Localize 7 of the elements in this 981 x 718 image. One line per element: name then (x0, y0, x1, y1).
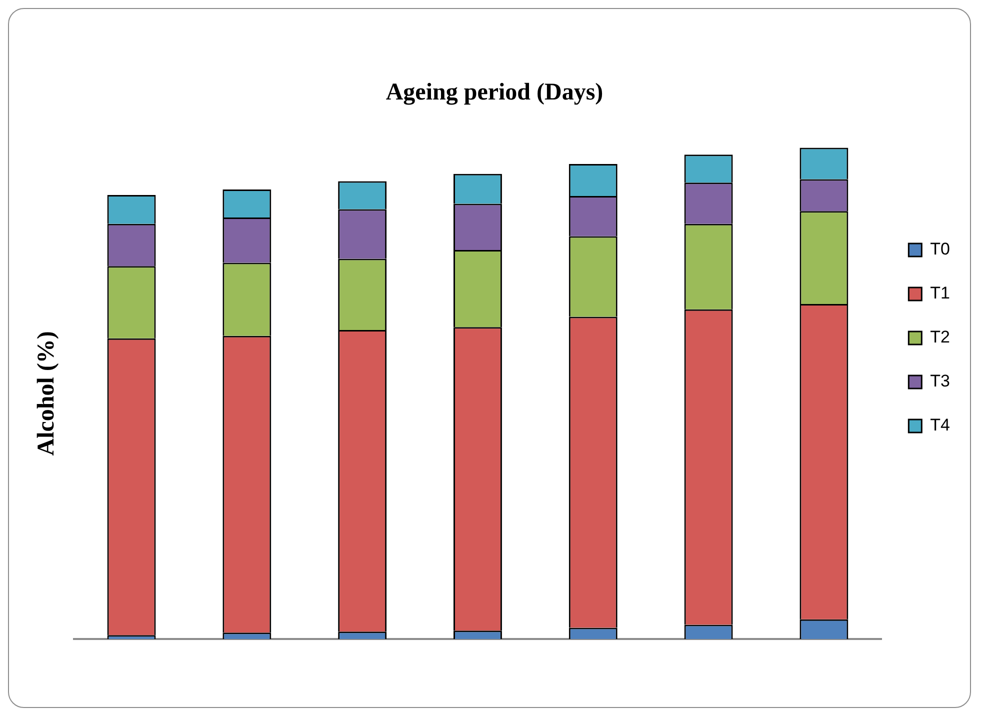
legend-label: T4 (930, 416, 950, 435)
legend-label: T3 (930, 372, 950, 391)
legend-label: T1 (930, 284, 950, 303)
chart-title: Ageing period (Days) (386, 80, 604, 106)
legend-label: T0 (930, 240, 950, 259)
y-axis-title: Alcohol (%) (34, 331, 60, 456)
legend-label: T2 (930, 328, 950, 347)
